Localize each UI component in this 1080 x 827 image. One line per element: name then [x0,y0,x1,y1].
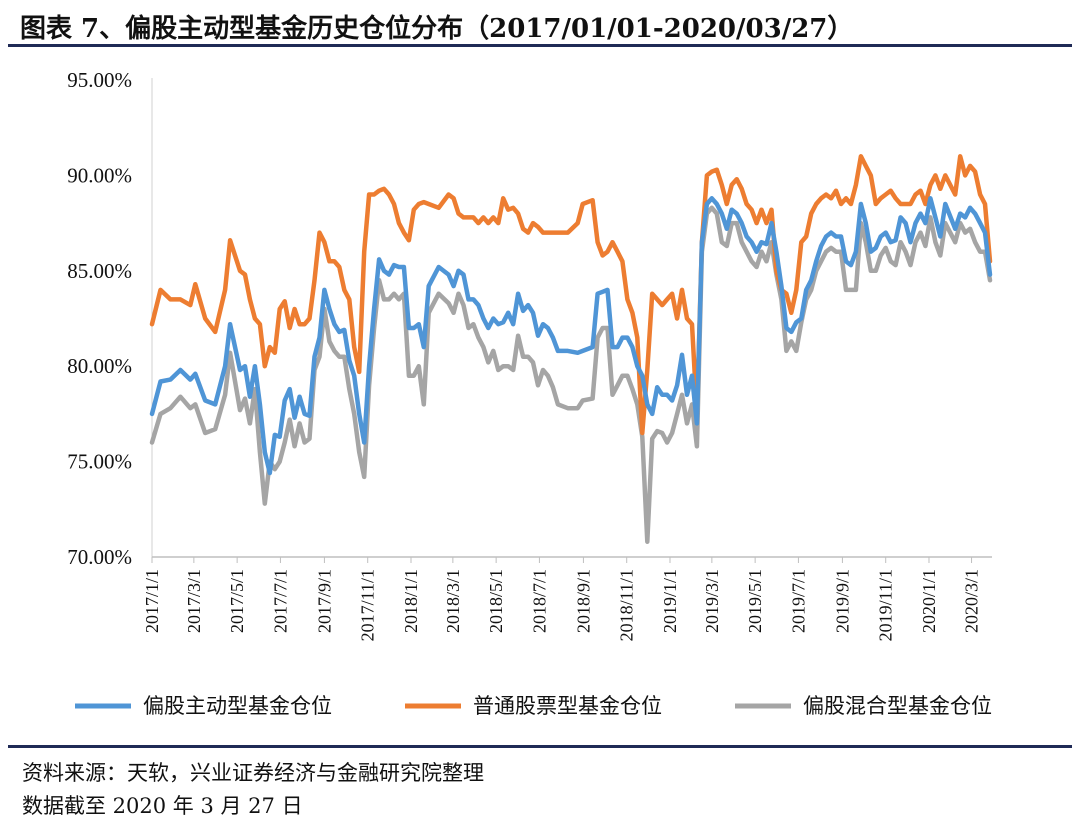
y-tick-label: 95.00% [67,68,132,92]
x-tick-label: 2019/9/1 [832,569,852,633]
x-tick-label: 2017/11/1 [358,569,378,641]
x-tick-label: 2020/1/1 [919,569,939,633]
legend-label: 普通股票型基金仓位 [473,694,662,718]
x-tick-label: 2017/3/1 [184,569,204,633]
x-tick-label: 2018/9/1 [573,569,593,633]
series-line-0 [149,196,993,476]
chart-area: 95.00% 90.00% 85.00% 80.00% 75.00% 70.00% 2017… [67,68,993,718]
x-tick-label: 2019/11/1 [876,569,896,641]
y-tick-label: 85.00% [67,259,132,283]
source-note: 资料来源：天软，兴业证券经济与金融研究院整理 [22,761,484,785]
x-tick-label: 2018/11/1 [617,569,637,641]
x-tick-label: 2018/3/1 [443,569,463,633]
chart-axes: 95.00% 90.00% 85.00% 80.00% 75.00% 70.00% 2017… [67,68,992,641]
top-rule [8,44,1072,47]
chart-lines [149,154,993,544]
x-tick-label: 2017/1/1 [142,569,162,633]
x-tick-label: 2019/5/1 [745,569,765,633]
y-tick-label: 75.00% [67,450,132,474]
legend-item: 偏股主动型基金仓位 [75,694,332,718]
x-tick-label: 2019/3/1 [702,569,722,633]
bottom-rule [8,745,1072,748]
legend-item: 普通股票型基金仓位 [405,694,662,718]
x-tick-label: 2017/7/1 [270,569,290,633]
date-note: 数据截至 2020 年 3 月 27 日 [22,794,303,818]
chart-title: 图表 7、偏股主动型基金历史仓位分布（2017/01/01-2020/03/27… [20,14,854,44]
series-line-1 [149,154,993,436]
chart-legend: 偏股主动型基金仓位 普通股票型基金仓位 偏股混合型基金仓位 [75,694,992,718]
y-tick-label: 90.00% [67,163,132,187]
x-tick-label: 2018/1/1 [401,569,421,633]
x-tick-label: 2018/7/1 [529,569,549,633]
y-tick-label: 70.00% [67,545,132,569]
x-tick-label: 2020/3/1 [962,569,982,633]
x-tick-label: 2017/5/1 [227,569,247,633]
x-tick-label: 2019/1/1 [660,569,680,633]
x-tick-label: 2018/5/1 [486,569,506,633]
series-line-2 [149,205,993,544]
y-tick-label: 80.00% [67,354,132,378]
x-tick-label: 2017/9/1 [314,569,334,633]
x-tick-label: 2019/7/1 [788,569,808,633]
legend-label: 偏股主动型基金仓位 [143,694,332,718]
legend-label: 偏股混合型基金仓位 [803,694,992,718]
legend-item: 偏股混合型基金仓位 [735,694,992,718]
